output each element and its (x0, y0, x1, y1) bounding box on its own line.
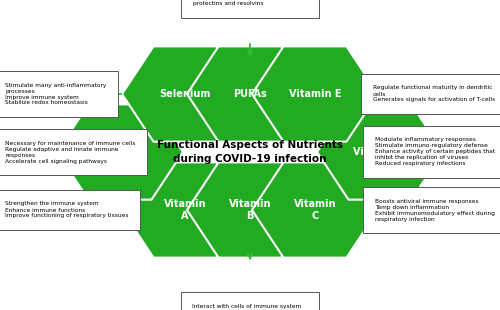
Text: Vitamin
B: Vitamin B (229, 199, 271, 221)
Polygon shape (252, 162, 378, 258)
Text: Vitamin D: Vitamin D (353, 147, 407, 157)
Polygon shape (252, 46, 378, 142)
Text: Vitamin
A: Vitamin A (164, 199, 206, 221)
Polygon shape (150, 77, 350, 227)
Polygon shape (187, 162, 313, 258)
Text: Endorse anti-inflammatory and pro-
inflammatory responses
Regulate adaptive immu: Endorse anti-inflammatory and pro- infla… (192, 0, 308, 6)
Polygon shape (122, 162, 248, 258)
Polygon shape (57, 104, 183, 200)
Text: Stimulate many anti-inflammatory
processes
Improve immune system
Stabilize redox: Stimulate many anti-inflammatory process… (5, 82, 106, 105)
Text: Vitamin E: Vitamin E (289, 89, 341, 99)
Text: Vitamin
C: Vitamin C (294, 199, 336, 221)
Text: PUFAs: PUFAs (233, 89, 267, 99)
Text: Zinc: Zinc (108, 147, 132, 157)
Text: Selenium: Selenium (160, 89, 210, 99)
Polygon shape (122, 46, 248, 142)
Text: Functional Aspects of Nutrients
during COVID-19 infection: Functional Aspects of Nutrients during C… (157, 140, 343, 164)
Polygon shape (187, 46, 313, 142)
Text: Boosts antiviral immune responses
Tamp down inflammation
Exhibit immunomodulator: Boosts antiviral immune responses Tamp d… (375, 198, 495, 222)
Text: Regulate functional maturity in dendritic
cells
Generates signals for activation: Regulate functional maturity in dendriti… (373, 86, 495, 103)
Polygon shape (317, 104, 443, 200)
Text: Strengthen the immune system
Enhance immune functions
Improve functioning of res: Strengthen the immune system Enhance imm… (5, 202, 128, 219)
Text: Necessary for maintenance of immune cells
Regulate adaptive and innate immune
re: Necessary for maintenance of immune cell… (5, 140, 136, 163)
Text: Modulate inflammatory responses
Stimulate immuno-regulatory defense
Enhance acti: Modulate inflammatory responses Stimulat… (375, 138, 495, 166)
Text: Interact with cells of immune system
Stimulate anti-inflammatory responses
Regul: Interact with cells of immune system Sti… (192, 304, 308, 310)
